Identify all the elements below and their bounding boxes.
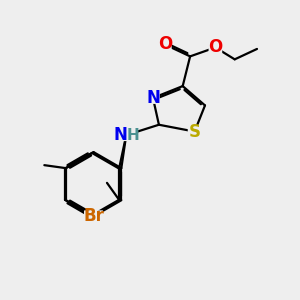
Text: S: S xyxy=(189,123,201,141)
FancyBboxPatch shape xyxy=(158,38,172,50)
FancyBboxPatch shape xyxy=(188,126,201,137)
Text: O: O xyxy=(158,35,172,53)
Text: Br: Br xyxy=(83,207,104,225)
Text: O: O xyxy=(208,38,223,56)
FancyBboxPatch shape xyxy=(84,210,103,222)
Text: H: H xyxy=(126,128,139,142)
FancyBboxPatch shape xyxy=(116,129,136,141)
FancyBboxPatch shape xyxy=(208,41,222,53)
Text: N: N xyxy=(146,89,160,107)
FancyBboxPatch shape xyxy=(146,92,160,104)
Text: N: N xyxy=(114,126,128,144)
